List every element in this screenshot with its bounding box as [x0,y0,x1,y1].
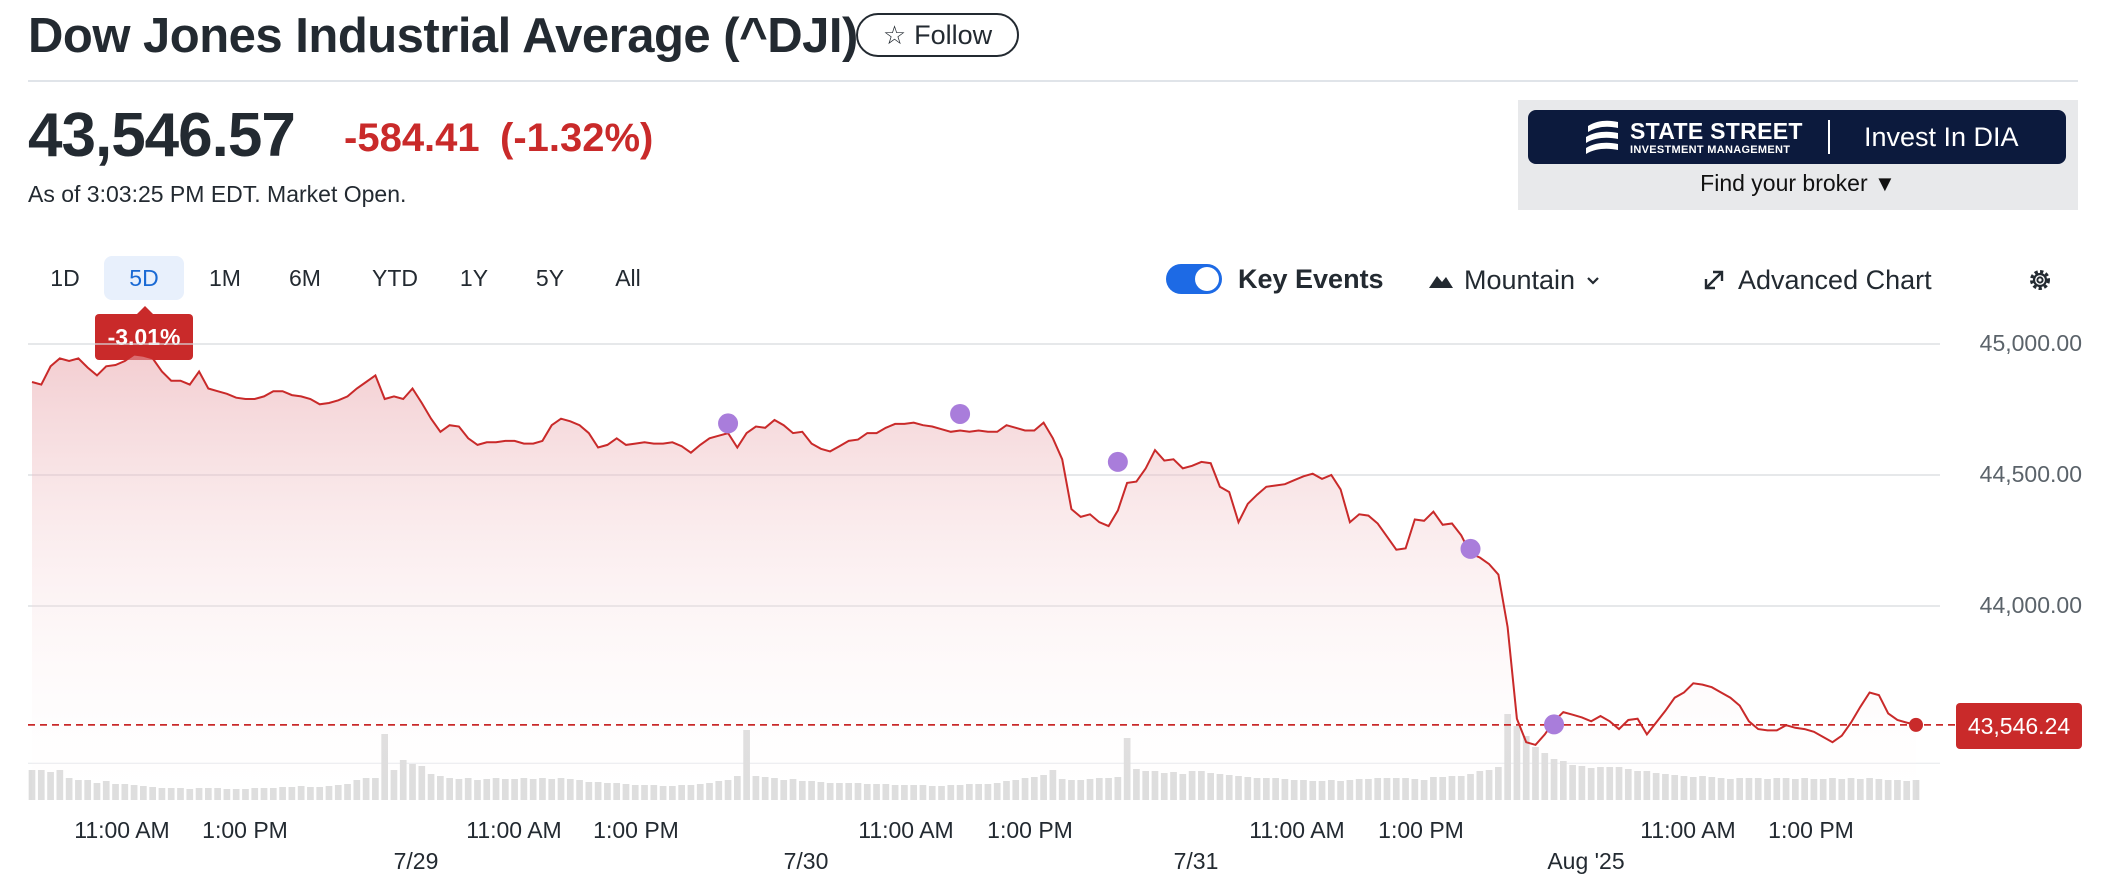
find-broker-label: Find your broker [1700,170,1868,196]
x-tick-label: 1:00 PM [593,817,679,843]
mountain-icon [1429,276,1453,288]
x-date-label: 7/31 [1174,848,1219,874]
x-tick-label: 1:00 PM [1768,817,1854,843]
range-tab-5d[interactable]: 5D [104,256,184,300]
range-tab-6m[interactable]: 6M [289,265,321,291]
find-broker-link[interactable]: Find your broker ▼ [1518,170,2078,197]
current-price-flag: 43,546.24 [1956,703,2082,749]
x-tick-label: 11:00 AM [74,817,169,843]
range-tab-5y[interactable]: 5Y [535,265,565,291]
y-tick-label: 44,000.00 [1980,592,2082,618]
ad-brand: STATE STREET [1630,118,1803,144]
key-event-markers [718,403,1565,735]
current-price: 43,546.57 [28,101,296,170]
y-tick-label: 44,500.00 [1980,461,2082,487]
chevron-down-icon [1587,277,1599,285]
key-events-label: Key Events [1238,264,1384,294]
toggle-knob [1195,267,1219,291]
y-axis: 45,000.00 44,500.00 44,000.00 [1980,330,2082,618]
state-street-logo-icon [1586,120,1618,154]
x-tick-label: 1:00 PM [202,817,288,843]
expand-icon [1704,270,1724,290]
follow-button[interactable]: ☆ Follow [856,13,1019,57]
advanced-chart-label: Advanced Chart [1738,264,1932,295]
key-event-marker [718,413,739,434]
key-event-marker [1460,538,1481,559]
price-line [31,353,1917,747]
period-change-badge: -3.01% [95,314,193,360]
range-tab-all[interactable]: All [615,265,641,291]
x-tick-label: 11:00 AM [1640,817,1735,843]
range-tab-1m[interactable]: 1M [209,265,241,291]
advanced-chart-button[interactable]: Advanced Chart [1702,262,1932,298]
ad-brand-sub: INVESTMENT MANAGEMENT [1630,144,1791,156]
range-tab-1y[interactable]: 1Y [459,265,489,291]
y-tick-label: 45,000.00 [1980,330,2082,356]
x-tick-label: 11:00 AM [466,817,561,843]
as-of-timestamp: As of 3:03:25 PM EDT. Market Open. [28,181,407,207]
x-tick-label: 11:00 AM [1249,817,1344,843]
chart-type-label: Mountain [1464,264,1576,295]
x-date-label: 7/29 [394,848,439,874]
follow-label: Follow [914,19,993,50]
ad-separator [1828,120,1830,154]
price-area [32,354,1916,800]
x-tick-label: 1:00 PM [987,817,1073,843]
x-date-label: 7/30 [784,848,829,874]
badge-pointer [137,306,153,314]
title-divider [28,80,2078,82]
key-event-marker [1544,714,1565,735]
ad-cta: Invest In DIA [1864,122,2019,152]
range-tab-ytd[interactable]: YTD [372,265,418,291]
page-title: Dow Jones Industrial Average (^DJI) [28,9,858,63]
key-event-marker [1107,451,1128,472]
title-row: Dow Jones Industrial Average (^DJI) ☆ Fo… [28,8,2078,80]
x-date-label: Aug '25 [1547,848,1624,874]
x-axis: 11:00 AM 1:00 PM 11:00 AM 1:00 PM 11:00 AM 1:… [74,817,1854,874]
price-change: -584.41 [344,116,480,160]
chart-type-dropdown[interactable]: Mountain [1428,262,1601,298]
range-tab-1d[interactable]: 1D [50,265,80,291]
key-events-toggle[interactable] [1166,264,1222,294]
x-tick-label: 11:00 AM [858,817,953,843]
price-change-percent: (-1.32%) [500,116,654,160]
price-chart[interactable]: 45,000.00 44,500.00 44,000.00 11:00 AM 1:00… [0,320,2112,882]
ad-box: STATE STREET INVESTMENT MANAGEMENT Inves… [1518,100,2078,210]
caret-down-icon: ▼ [1874,171,1896,196]
ad-banner[interactable]: STATE STREET INVESTMENT MANAGEMENT Inves… [1528,110,2066,164]
star-icon: ☆ [882,20,907,50]
key-event-marker [950,403,971,424]
gear-icon[interactable] [2026,266,2054,294]
current-price-dot [1909,717,1923,732]
x-tick-label: 1:00 PM [1378,817,1464,843]
